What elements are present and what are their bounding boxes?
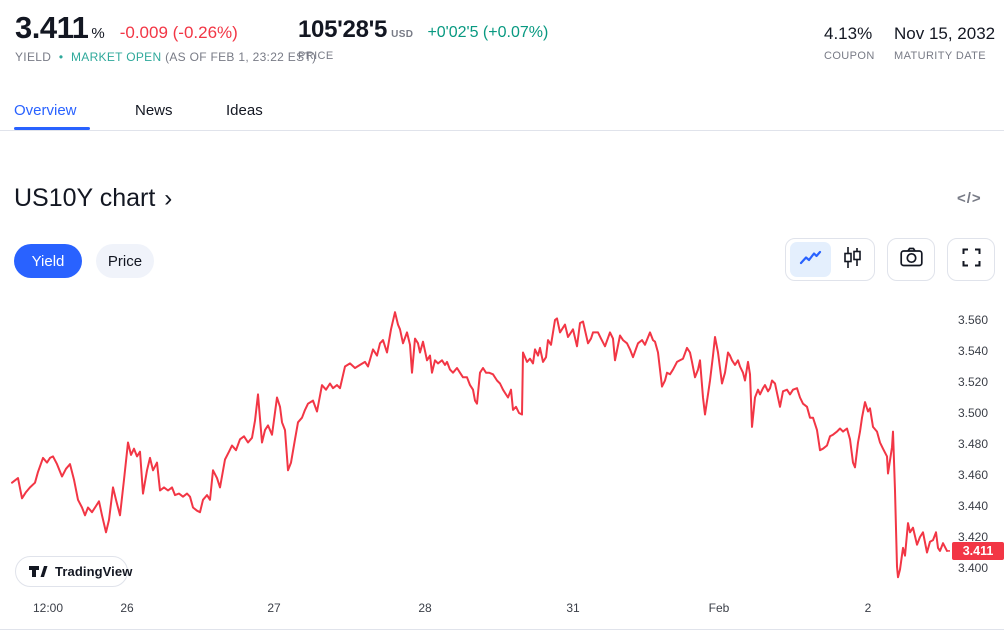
yield-line-series [11, 311, 948, 579]
coupon-value: 4.13% [824, 24, 873, 43]
tradingview-attribution-link[interactable]: TradingView [15, 556, 132, 587]
line-chart-icon [799, 249, 822, 271]
tab-ideas[interactable]: Ideas [226, 102, 263, 119]
camera-icon [899, 247, 923, 272]
yield-label: YIELD [15, 50, 52, 64]
maturity-value: Nov 15, 2032 [894, 24, 996, 43]
x-axis-label: 28 [418, 601, 432, 615]
fullscreen-button[interactable] [947, 238, 995, 281]
price-change: +0'02'5 (+0.07%) [427, 24, 549, 41]
tabs-divider [0, 130, 1004, 131]
x-axis-label: 12:00 [32, 601, 64, 615]
y-axis-label: 3.540 [958, 344, 989, 358]
fullscreen-icon [962, 248, 981, 272]
tab-overview[interactable]: Overview [14, 102, 77, 119]
status-dot: • [58, 50, 64, 64]
y-axis-label: 3.500 [958, 406, 989, 420]
last-value-badge: 3.411 [952, 542, 1004, 560]
as-of-timestamp: (AS OF FEB 1, 23:22 EST) [165, 50, 317, 64]
chevron-right-icon: › [164, 184, 173, 212]
candles-icon [843, 246, 862, 274]
tradingview-logo-text: TradingView [55, 564, 133, 579]
tradingview-logo-icon [28, 564, 48, 579]
yield-quote: 3.411 % -0.009 (-0.26%) [15, 10, 238, 46]
x-axis-label: Feb [708, 601, 730, 615]
y-axis-label: 3.480 [958, 437, 989, 451]
price-value: 105'28'5 [298, 16, 388, 43]
y-axis-label: 3.520 [958, 375, 989, 389]
coupon-label: COUPON [824, 50, 875, 62]
chart-type-segmented-control [785, 238, 875, 281]
yield-mode-button[interactable]: Yield [14, 244, 82, 278]
tab-news[interactable]: News [135, 102, 173, 119]
yield-status-line: YIELD • MARKET OPEN (AS OF FEB 1, 23:22 … [15, 50, 316, 64]
yield-value: 3.411 [15, 10, 89, 45]
price-quote: 105'28'5 USD +0'02'5 (+0.07%) [298, 16, 548, 44]
snapshot-button[interactable] [887, 238, 935, 281]
y-axis-label: 3.440 [958, 499, 989, 513]
x-axis-label: 2 [864, 601, 872, 615]
price-mode-button[interactable]: Price [96, 244, 154, 278]
active-tab-underline [14, 127, 90, 130]
bottom-divider [0, 629, 1004, 630]
y-axis-label: 3.560 [958, 313, 989, 327]
candles-chart-type-button[interactable] [831, 239, 874, 280]
yield-change: -0.009 (-0.26%) [119, 23, 238, 42]
x-axis-label: 26 [120, 601, 134, 615]
line-chart-type-button[interactable] [790, 242, 831, 277]
chart-section-title-link[interactable]: US10Y chart › [14, 184, 172, 213]
y-axis-label: 3.460 [958, 468, 989, 482]
y-axis-label: 3.400 [958, 561, 989, 575]
x-axis-label: 31 [566, 601, 580, 615]
y-axis-label: 3.420 [958, 530, 989, 544]
page-title: US10Y chart [14, 184, 156, 212]
x-axis-label: 27 [267, 601, 281, 615]
market-status: MARKET OPEN [70, 50, 162, 64]
price-currency: USD [391, 29, 414, 40]
maturity-label: MATURITY DATE [894, 50, 986, 62]
price-label: PRICE [298, 50, 334, 62]
yield-unit: % [91, 25, 105, 42]
embed-code-icon[interactable]: </> [957, 190, 982, 207]
